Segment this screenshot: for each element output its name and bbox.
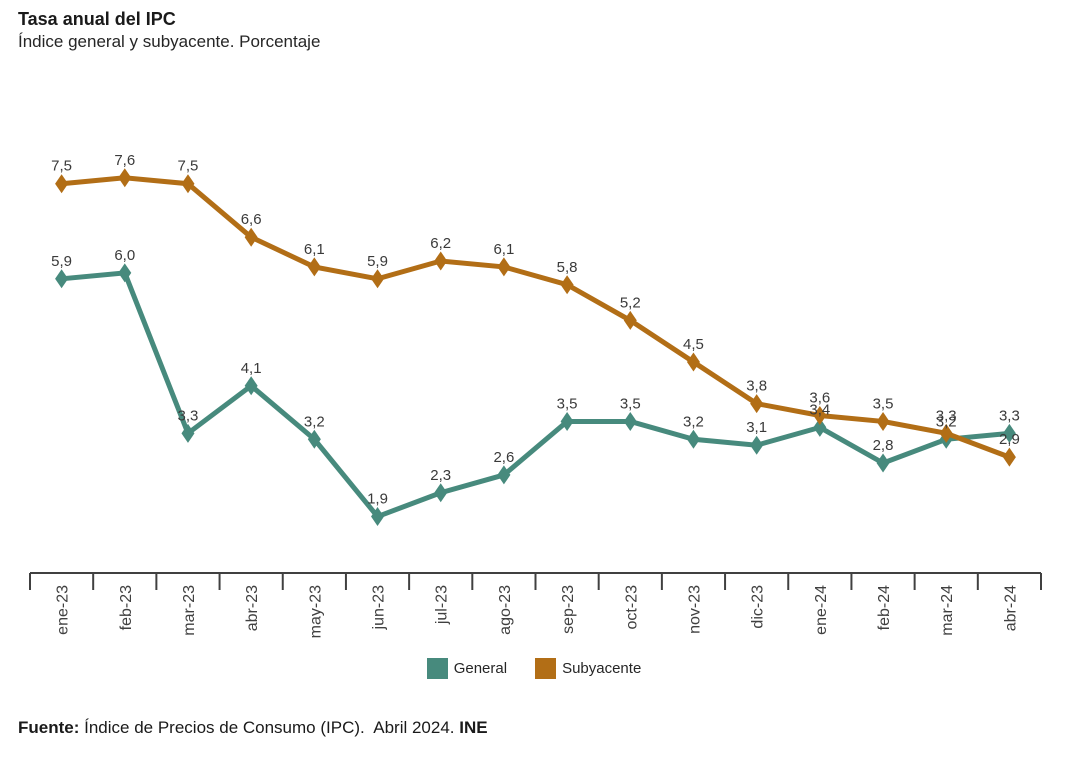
data-point-label: 3,5: [873, 395, 894, 412]
chart-title: Tasa anual del IPC: [18, 9, 176, 29]
data-point-label: 4,5: [683, 336, 704, 353]
marker-diamond-icon: [876, 453, 890, 473]
marker-diamond-icon: [750, 394, 764, 414]
data-point-label: 7,6: [114, 152, 135, 169]
marker-diamond-icon: [497, 465, 511, 485]
series-line-general: [61, 270, 1010, 520]
marker-diamond-icon: [560, 275, 574, 295]
data-point-label: 3,6: [809, 390, 830, 407]
marker-diamond-icon: [876, 411, 890, 431]
data-point-label: 3,1: [746, 419, 767, 436]
data-point-label: 1,9: [367, 491, 388, 508]
data-point-label: 3,5: [620, 395, 641, 412]
marker-diamond-icon: [1002, 423, 1016, 443]
source-note: Fuente: Índice de Precios de Consumo (IP…: [18, 718, 488, 738]
data-point-label: 6,1: [493, 241, 514, 258]
marker-diamond-icon: [118, 263, 132, 283]
data-point-label: 6,6: [241, 211, 262, 228]
legend-item-general: General: [426, 658, 508, 679]
marker-diamond-icon: [560, 411, 574, 431]
x-axis-label: abr-24: [1002, 585, 1019, 631]
x-axis-label: jul-23: [434, 585, 451, 625]
marker-diamond-icon: [497, 257, 511, 277]
marker-diamond-icon: [55, 269, 69, 289]
marker-diamond-icon: [371, 507, 385, 527]
data-point-label: 5,9: [51, 253, 72, 270]
marker-diamond-icon: [118, 168, 132, 188]
data-point-label: 5,8: [557, 259, 578, 276]
data-point-label: 5,9: [367, 253, 388, 270]
marker-diamond-icon: [813, 417, 827, 437]
data-point-label: 3,8: [746, 378, 767, 395]
marker-diamond-icon: [434, 251, 448, 271]
data-point-label: 5,2: [620, 294, 641, 311]
marker-diamond-icon: [181, 423, 195, 443]
data-point-label: 4,1: [241, 360, 262, 377]
marker-diamond-icon: [939, 423, 953, 443]
source-institute: INE: [459, 718, 488, 737]
source-label: Fuente:: [18, 718, 80, 737]
marker-diamond-icon: [1002, 447, 1016, 467]
data-point-label: 3,4: [809, 401, 830, 418]
data-point-label: 3,2: [683, 413, 704, 430]
marker-diamond-icon: [686, 352, 700, 372]
series-line-subyacente: [61, 175, 1011, 460]
legend-label-general: General: [453, 660, 508, 677]
data-point-label: 7,5: [178, 158, 199, 175]
data-point-label: 2,9: [999, 431, 1020, 448]
data-point-label: 3,3: [936, 407, 957, 424]
data-point-label: 6,1: [304, 241, 325, 258]
x-axis-label: abr-23: [244, 585, 261, 631]
x-axis-label: ene-24: [813, 585, 830, 635]
marker-diamond-icon: [55, 174, 69, 194]
data-point-label: 2,8: [873, 437, 894, 454]
x-axis-label: feb-23: [118, 585, 135, 630]
x-axis-label: mar-24: [939, 585, 956, 636]
marker-diamond-icon: [307, 429, 321, 449]
data-point-label: 3,3: [999, 407, 1020, 424]
x-axis-label: may-23: [307, 585, 324, 638]
data-point-label: 3,5: [557, 395, 578, 412]
x-axis-label: ago-23: [497, 585, 514, 635]
marker-diamond-icon: [371, 269, 385, 289]
marker-diamond-icon: [623, 411, 637, 431]
marker-diamond-icon: [181, 174, 195, 194]
marker-diamond-icon: [623, 310, 637, 330]
marker-diamond-icon: [244, 227, 258, 247]
data-point-label: 7,5: [51, 158, 72, 175]
marker-diamond-icon: [813, 406, 827, 426]
x-axis-label: sep-23: [560, 585, 577, 634]
x-axis-label: dic-23: [750, 585, 767, 629]
data-point-label: 3,2: [304, 413, 325, 430]
data-point-label: 2,3: [430, 467, 451, 484]
legend-swatch-general-icon: [426, 658, 448, 679]
chart-header: Tasa anual del IPC Índice general y suby…: [18, 8, 320, 54]
data-point-label: 6,2: [430, 235, 451, 252]
x-axis-label: ene-23: [55, 585, 72, 635]
marker-diamond-icon: [686, 429, 700, 449]
legend-swatch-subyacente-icon: [535, 658, 557, 679]
x-axis-label: oct-23: [623, 585, 640, 630]
legend-label-subyacente: Subyacente: [562, 660, 642, 677]
x-axis-label: feb-24: [876, 585, 893, 630]
x-axis-label: mar-23: [181, 585, 198, 636]
data-point-label: 3,2: [936, 413, 957, 430]
legend-item-subyacente: Subyacente: [535, 658, 641, 679]
chart-legend: General Subyacente: [0, 658, 1068, 679]
chart-subtitle: Índice general y subyacente. Porcentaje: [18, 32, 321, 52]
data-point-label: 6,0: [114, 247, 135, 264]
x-axis-label: jun-23: [371, 585, 388, 631]
marker-diamond-icon: [307, 257, 321, 277]
x-axis-label: nov-23: [686, 585, 703, 634]
source-text: Índice de Precios de Consumo (IPC). Abri…: [79, 718, 460, 737]
marker-diamond-icon: [244, 376, 258, 396]
marker-diamond-icon: [750, 435, 764, 455]
data-point-label: 2,6: [493, 449, 514, 466]
data-point-label: 3,3: [178, 407, 199, 424]
marker-diamond-icon: [434, 483, 448, 503]
